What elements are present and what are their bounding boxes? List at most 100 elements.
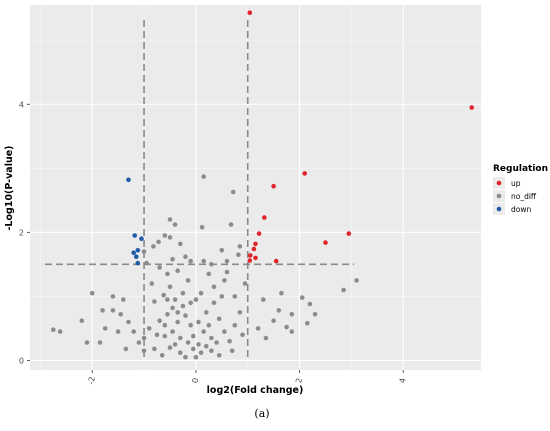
point-no_diff (237, 244, 243, 249)
point-no_diff (51, 327, 56, 333)
threshold-lines (45, 20, 354, 360)
point-no_diff (141, 348, 147, 354)
x-axis-tick-label: -2 (87, 376, 97, 385)
point-no_diff (219, 248, 225, 253)
point-no_diff (198, 290, 204, 296)
point-no_diff (191, 346, 196, 352)
legend-key-no_diff (496, 193, 502, 199)
point-no_diff (199, 224, 205, 230)
point-down (135, 248, 141, 253)
point-no_diff (230, 189, 236, 195)
point-no_diff (216, 316, 222, 322)
point-no_diff (159, 353, 165, 358)
point-no_diff (167, 345, 173, 350)
point-no_diff (161, 292, 166, 298)
point-no_diff (162, 333, 168, 339)
point-no_diff (209, 262, 214, 267)
y-axis-title: -Log10(P-value) (4, 145, 15, 230)
point-no_diff (102, 326, 108, 331)
point-no_diff (224, 258, 230, 264)
point-no_diff (261, 297, 266, 302)
point-no_diff (289, 312, 295, 317)
point-no_diff (170, 256, 175, 262)
y-axis-tick-label: 4 (19, 100, 24, 109)
point-no_diff (224, 269, 230, 275)
x-axis-tick-label: 4 (398, 377, 408, 384)
point-no_diff (178, 350, 183, 356)
point-up (271, 183, 276, 189)
point-up (302, 171, 308, 176)
point-no_diff (149, 281, 155, 286)
point-up (253, 241, 258, 247)
axes: -2 0 2 4 0 2 4 (19, 100, 408, 385)
point-no_diff (175, 319, 180, 325)
point-no_diff (79, 318, 85, 324)
point-no_diff (271, 318, 276, 324)
point-no_diff (115, 329, 121, 334)
point-no_diff (118, 312, 123, 317)
point-no_diff (175, 268, 180, 274)
point-no_diff (227, 338, 232, 344)
point-no_diff (178, 241, 183, 247)
point-no_diff (180, 290, 186, 296)
legend-title: Regulation (493, 164, 548, 174)
point-no_diff (178, 335, 183, 341)
point-no_diff (236, 252, 241, 257)
point-no_diff (201, 329, 206, 334)
point-no_diff (188, 258, 193, 264)
point-up (251, 246, 257, 252)
x-axis-tick-label: 0 (191, 377, 201, 384)
point-no_diff (201, 258, 206, 264)
point-no_diff (191, 333, 196, 339)
point-no_diff (219, 294, 225, 299)
point-no_diff (183, 313, 188, 318)
legend-key-down (496, 206, 502, 212)
point-no_diff (136, 340, 142, 345)
point-no_diff (141, 335, 147, 341)
point-up (247, 258, 253, 263)
legend-label-up: up (511, 179, 521, 188)
point-no_diff (354, 278, 359, 283)
point-down (134, 254, 139, 259)
point-up (273, 258, 279, 264)
point-no_diff (307, 301, 313, 307)
point-down (131, 250, 136, 256)
point-no_diff (141, 249, 147, 254)
point-no_diff (237, 310, 243, 315)
point-no_diff (144, 260, 149, 266)
point-no_diff (240, 332, 245, 338)
point-no_diff (131, 329, 136, 334)
point-no_diff (284, 324, 289, 330)
point-no_diff (229, 348, 235, 354)
point-no_diff (276, 308, 282, 313)
point-no_diff (172, 342, 178, 347)
point-no_diff (175, 310, 180, 315)
point-no_diff (170, 329, 175, 334)
point-no_diff (206, 271, 212, 277)
point-down (126, 177, 131, 183)
point-down (132, 233, 137, 238)
legend-key-up (496, 180, 502, 186)
point-no_diff (121, 297, 126, 302)
y-axis-tick-label: 2 (19, 228, 24, 237)
point-no_diff (198, 350, 204, 356)
point-up (256, 231, 262, 236)
point-no_diff (110, 294, 116, 299)
point-no_diff (172, 297, 178, 302)
point-up (346, 231, 352, 236)
point-no_diff (341, 287, 346, 293)
point-no_diff (211, 300, 217, 306)
point-no_diff (228, 222, 234, 227)
point-no_diff (232, 294, 238, 299)
point-no_diff (209, 348, 214, 354)
data-points (51, 10, 475, 360)
point-no_diff (123, 346, 129, 352)
point-no_diff (180, 303, 186, 309)
point-no_diff (165, 271, 170, 277)
point-no_diff (188, 300, 193, 306)
point-no_diff (204, 310, 209, 315)
point-no_diff (185, 278, 191, 283)
point-no_diff (183, 354, 188, 360)
point-no_diff (146, 326, 152, 331)
